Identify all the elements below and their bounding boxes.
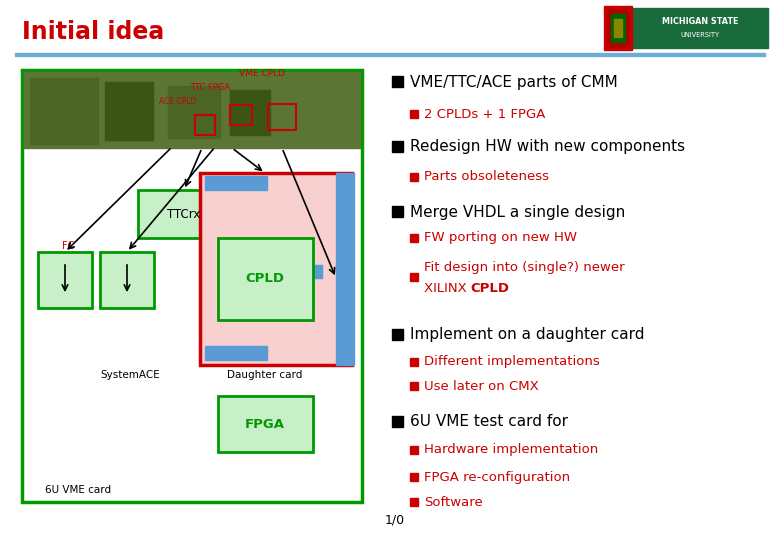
Text: CPLD: CPLD xyxy=(470,282,509,295)
Bar xyxy=(230,90,270,135)
Text: Daughter card: Daughter card xyxy=(227,370,303,380)
Text: UNIVERSITY: UNIVERSITY xyxy=(680,32,720,38)
Bar xyxy=(410,382,418,390)
Bar xyxy=(611,14,625,42)
Bar xyxy=(205,176,267,190)
Text: 6U VME test card for: 6U VME test card for xyxy=(410,415,568,429)
Bar xyxy=(410,446,418,454)
Bar xyxy=(392,141,403,152)
Text: TTCrx: TTCrx xyxy=(168,207,200,220)
Bar xyxy=(38,252,92,308)
Bar xyxy=(392,416,403,427)
Text: TTC FPGA: TTC FPGA xyxy=(190,84,230,92)
Bar xyxy=(392,206,403,217)
Bar xyxy=(200,173,352,365)
Bar xyxy=(15,53,765,56)
Text: ACE CPLD: ACE CPLD xyxy=(159,98,197,106)
Bar xyxy=(270,265,322,278)
Bar xyxy=(138,190,230,238)
Bar xyxy=(218,396,313,452)
Text: VME CPLD: VME CPLD xyxy=(239,70,285,78)
Text: CPLD: CPLD xyxy=(246,273,285,286)
Bar xyxy=(168,86,220,138)
Text: MICHIGAN STATE: MICHIGAN STATE xyxy=(661,17,738,26)
Bar xyxy=(268,104,296,130)
Text: Merge VHDL a single design: Merge VHDL a single design xyxy=(410,205,626,219)
Bar xyxy=(22,70,362,502)
Text: Hardware implementation: Hardware implementation xyxy=(424,443,598,456)
Text: Fit design into (single?) newer: Fit design into (single?) newer xyxy=(424,260,625,273)
Bar xyxy=(620,8,768,48)
Bar xyxy=(30,78,98,144)
Text: Redesign HW with new components: Redesign HW with new components xyxy=(410,139,685,154)
Bar xyxy=(410,110,418,118)
Bar xyxy=(230,105,252,125)
Bar xyxy=(105,82,153,140)
Text: VME/TTC/ACE parts of CMM: VME/TTC/ACE parts of CMM xyxy=(410,75,618,90)
Text: Use later on CMX: Use later on CMX xyxy=(424,380,539,393)
Text: Initial idea: Initial idea xyxy=(22,20,165,44)
Text: XILINX: XILINX xyxy=(424,282,471,295)
Bar xyxy=(614,19,622,37)
Bar xyxy=(218,238,313,320)
Text: Parts obsoleteness: Parts obsoleteness xyxy=(424,171,549,184)
Bar xyxy=(24,72,360,148)
Text: Implement on a daughter card: Implement on a daughter card xyxy=(410,327,644,342)
Text: 1/0: 1/0 xyxy=(385,514,405,526)
Text: Different implementations: Different implementations xyxy=(424,355,600,368)
Bar xyxy=(336,173,354,365)
Text: 6U VME card: 6U VME card xyxy=(45,485,111,495)
Bar xyxy=(205,346,267,360)
Bar xyxy=(410,473,418,481)
Bar xyxy=(392,76,403,87)
Text: FPGA re-configuration: FPGA re-configuration xyxy=(424,470,570,483)
Bar xyxy=(392,329,403,340)
Bar xyxy=(410,498,418,506)
Bar xyxy=(410,358,418,366)
Bar xyxy=(410,273,418,281)
Bar xyxy=(100,252,154,308)
Text: FC: FC xyxy=(62,241,74,251)
Text: 2 CPLDs + 1 FPGA: 2 CPLDs + 1 FPGA xyxy=(424,107,545,120)
Bar xyxy=(604,6,632,50)
Text: Software: Software xyxy=(424,496,483,509)
Bar xyxy=(410,234,418,242)
Bar xyxy=(607,9,629,47)
Bar xyxy=(195,115,215,135)
Text: FPGA: FPGA xyxy=(245,417,285,430)
Text: SystemACE: SystemACE xyxy=(100,370,160,380)
Bar xyxy=(410,173,418,181)
Text: FW porting on new HW: FW porting on new HW xyxy=(424,232,577,245)
